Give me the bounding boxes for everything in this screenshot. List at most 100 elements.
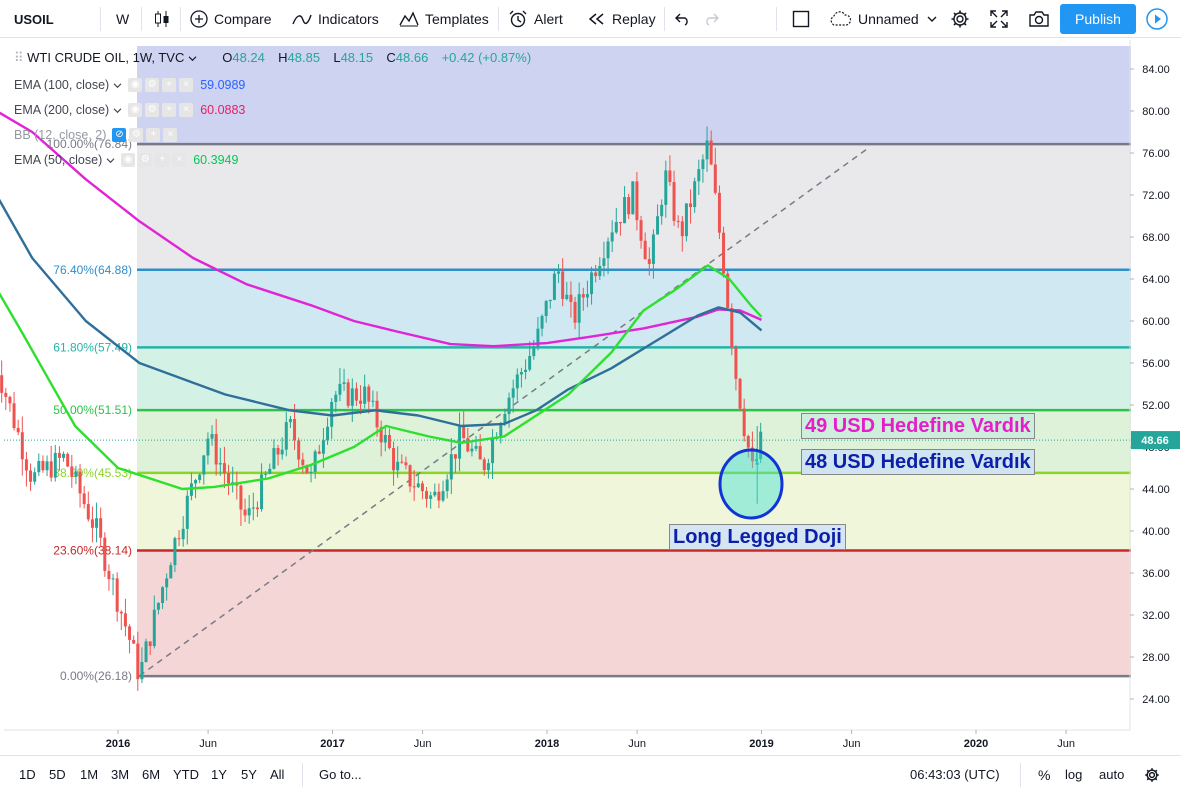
annotation-doji[interactable]: Long Legged Doji — [669, 524, 846, 550]
redo-button[interactable] — [703, 0, 725, 38]
chart-area[interactable]: 100.00%(76.84) 76.40%(64.88) 61.80%(57.49)… — [0, 40, 1181, 755]
annotation-48-target[interactable]: 48 USD Hedefine Vardık — [801, 449, 1035, 475]
fib-band — [137, 46, 1131, 145]
candle-body — [639, 220, 643, 241]
candle-body — [445, 479, 449, 492]
divider — [302, 763, 303, 787]
candle-body — [449, 454, 453, 480]
candle-body — [45, 461, 49, 471]
chart-type-button[interactable] — [154, 0, 176, 38]
y-tick-label: 24.00 — [1142, 694, 1170, 706]
fullscreen-layout-button[interactable] — [792, 0, 816, 38]
fib-band — [137, 472, 1131, 551]
x-tick-label: 2020 — [964, 738, 988, 750]
annotation-49-target[interactable]: 49 USD Hedefine Vardık — [801, 413, 1035, 439]
top-toolbar: USOIL W Compare Indicators Templates Ale… — [0, 0, 1181, 38]
candle-body — [90, 519, 94, 528]
candle-body — [680, 221, 684, 237]
clock[interactable]: 06:43:03 (UTC) — [910, 767, 1000, 782]
settings-button[interactable] — [950, 0, 976, 38]
replay-button[interactable]: Replay — [588, 0, 656, 38]
compare-button[interactable]: Compare — [190, 0, 272, 38]
indicator-controls[interactable]: ◉ ⚙ + × — [121, 153, 189, 167]
chart-settings-button[interactable] — [1144, 756, 1160, 793]
goto-button[interactable]: Go to... — [319, 767, 362, 782]
candle-body — [119, 611, 123, 614]
gear-icon — [951, 10, 969, 28]
price-chart[interactable]: 100.00%(76.84) 76.40%(64.88) 61.80%(57.49)… — [0, 40, 1181, 755]
range-1y[interactable]: 1Y — [211, 767, 227, 782]
legend-title[interactable]: WTI CRUDE OIL, 1W, TVC — [27, 50, 185, 65]
range-5d[interactable]: 5D — [49, 767, 66, 782]
candle-body — [57, 452, 61, 458]
play-button[interactable] — [1146, 0, 1174, 38]
compare-label: Compare — [214, 11, 272, 27]
candle-body — [260, 474, 264, 510]
high-value: 48.85 — [287, 50, 321, 65]
y-tick-label: 28.00 — [1142, 652, 1170, 664]
publish-button[interactable]: Publish — [1060, 4, 1136, 34]
candle-body — [268, 468, 272, 474]
candle-body — [0, 375, 4, 393]
cloud-icon — [830, 11, 852, 26]
x-tick-label: Jun — [414, 738, 432, 750]
indicator-controls[interactable]: ◉ ⚙ + × — [128, 103, 196, 117]
indicator-ema200[interactable]: EMA (200, close) ◉ ⚙ + × 60.0883 — [14, 103, 245, 117]
x-tick-label: 2019 — [749, 738, 773, 750]
fullscreen-button[interactable] — [990, 0, 1014, 38]
trend-line-segment[interactable] — [139, 147, 870, 677]
indicators-button[interactable]: Indicators — [292, 0, 379, 38]
doji-highlight-circle[interactable] — [718, 448, 784, 520]
candle-body — [383, 434, 387, 443]
layout-name-button[interactable]: Unnamed — [828, 0, 943, 38]
candle-body — [635, 181, 639, 221]
candle-body — [29, 470, 33, 482]
templates-button[interactable]: Templates — [399, 0, 489, 38]
range-all[interactable]: All — [270, 767, 285, 782]
indicator-ema100[interactable]: EMA (100, close) ◉ ⚙ + × 59.0989 — [14, 78, 245, 92]
indicator-controls[interactable]: ◉ ⚙ + × — [128, 78, 196, 92]
indicator-controls[interactable]: ⊘ ⚙ + × — [112, 128, 180, 142]
snapshot-button[interactable] — [1028, 0, 1056, 38]
candle-body — [16, 427, 20, 433]
chevron-down-icon — [113, 107, 122, 113]
candle-body — [148, 641, 152, 647]
candle-body — [441, 491, 445, 501]
range-5y[interactable]: 5Y — [241, 767, 257, 782]
candle-body — [606, 241, 610, 259]
divider — [664, 7, 665, 31]
low-value: 48.15 — [340, 50, 374, 65]
log-toggle[interactable]: log — [1065, 767, 1083, 782]
fib-label: 61.80%(57.49) — [53, 340, 132, 354]
y-tick-label: 76.00 — [1142, 148, 1170, 160]
candle-body — [276, 447, 280, 455]
gear-icon — [1145, 767, 1159, 782]
alarm-clock-icon — [509, 10, 527, 28]
range-1m[interactable]: 1M — [80, 767, 99, 782]
candle-body — [41, 460, 45, 471]
candle-body — [321, 440, 325, 454]
auto-toggle[interactable]: auto — [1099, 767, 1125, 782]
interval-selector[interactable]: W — [116, 11, 130, 27]
candle-body — [74, 471, 78, 477]
indicator-ema50[interactable]: EMA (50, close) ◉ ⚙ + × 60.3949 — [14, 153, 238, 167]
candle-body — [643, 240, 647, 260]
redo-icon — [706, 13, 719, 26]
range-6m[interactable]: 6M — [142, 767, 161, 782]
range-1d[interactable]: 1D — [19, 767, 36, 782]
ema100-line — [0, 198, 763, 428]
candle-body — [202, 455, 206, 475]
doji-circle[interactable] — [718, 448, 784, 520]
candle-body — [738, 378, 742, 409]
trend-line[interactable] — [139, 147, 870, 677]
undo-button[interactable] — [675, 0, 697, 38]
range-ytd[interactable]: YTD — [173, 767, 199, 782]
y-tick-label: 52.00 — [1142, 400, 1170, 412]
symbol-search[interactable]: USOIL — [14, 11, 54, 27]
range-3m[interactable]: 3M — [111, 767, 130, 782]
candle-body — [132, 639, 136, 644]
percent-toggle[interactable]: % — [1038, 766, 1051, 783]
indicator-bb[interactable]: BB (12, close, 2) ⊘ ⚙ + × — [14, 128, 180, 142]
alert-button[interactable]: Alert — [508, 0, 563, 38]
candle-body — [532, 346, 536, 357]
